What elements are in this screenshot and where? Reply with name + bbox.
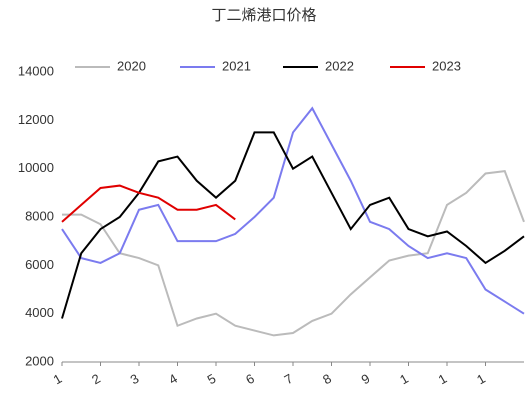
y-tick-label: 6000 (25, 257, 54, 272)
y-tick-label: 14000 (18, 63, 54, 78)
x-tick-label: 1 (436, 371, 450, 388)
x-tick-label: 8 (320, 371, 334, 388)
y-tick-label: 2000 (25, 353, 54, 368)
x-tick-label: 1 (474, 371, 488, 388)
series-line (61, 184, 236, 223)
x-tick-label: 1 (51, 371, 65, 388)
x-tick-label: 7 (282, 371, 296, 388)
legend-label: 2021 (222, 58, 251, 73)
legend-label: 2023 (432, 58, 461, 73)
y-tick-label: 10000 (18, 160, 54, 175)
legend-label: 2022 (325, 58, 354, 73)
x-tick-label: 2 (89, 371, 103, 388)
y-tick-label: 12000 (18, 112, 54, 127)
y-tick-label: 8000 (25, 208, 54, 223)
x-tick-label: 5 (205, 371, 219, 388)
y-tick-label: 4000 (25, 305, 54, 320)
x-tick-label: 9 (359, 371, 373, 388)
series-line (62, 169, 525, 337)
x-tick-label: 3 (128, 371, 142, 388)
x-tick-label: 4 (166, 371, 180, 388)
chart-title: 丁二烯港口价格 (211, 7, 316, 24)
x-tick-label: 1 (397, 371, 411, 388)
series-line (61, 106, 525, 315)
x-tick-label: 6 (243, 371, 257, 388)
legend-label: 2020 (117, 58, 146, 73)
